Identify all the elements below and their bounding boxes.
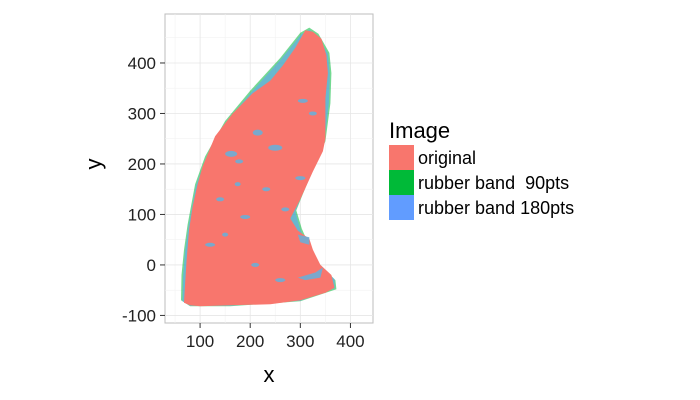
series-layer — [181, 27, 337, 307]
x-tick-label: 400 — [336, 332, 364, 351]
legend-label-rubber-band-180: rubber band 180pts — [418, 198, 574, 218]
y-tick-label: 200 — [128, 155, 156, 174]
legend-key-rubber-band-90 — [389, 170, 414, 195]
x-tick-label: 300 — [286, 332, 314, 351]
x-tick-label: 200 — [236, 332, 264, 351]
legend-label-rubber-band-90: rubber band 90pts — [418, 173, 569, 193]
series-hole — [262, 187, 271, 192]
legend-label-original: original — [418, 148, 476, 168]
legend-title: Image — [389, 118, 450, 143]
legend-key-rubber-band-180 — [389, 195, 414, 220]
legend-key-original — [389, 145, 414, 170]
y-tick-label: 400 — [128, 54, 156, 73]
series-hole — [297, 267, 323, 281]
series-0-polygon — [184, 30, 335, 307]
y-axis-title: y — [81, 159, 106, 170]
tick-layer: 100 200 300 400 -100 0 100 200 300 400 — [122, 54, 365, 351]
legend: Image original rubber band 90pts rubber … — [389, 118, 574, 220]
series-hole — [225, 150, 238, 157]
series-hole — [268, 144, 283, 151]
series-hole — [275, 278, 286, 283]
series-hole — [222, 232, 229, 237]
series-hole — [205, 242, 216, 247]
series-hole — [281, 207, 290, 212]
series-hole — [297, 98, 308, 103]
x-tick-label: 100 — [186, 332, 214, 351]
series-hole — [295, 176, 306, 181]
series-hole — [308, 111, 317, 116]
y-tick-label: 100 — [128, 205, 156, 224]
series-hole — [240, 214, 251, 219]
y-tick-label: -100 — [122, 306, 156, 325]
y-tick-label: 300 — [128, 104, 156, 123]
series-hole — [234, 182, 241, 187]
series-hole — [216, 197, 225, 202]
x-axis-title: x — [264, 362, 275, 387]
series-hole — [297, 234, 310, 245]
series-hole — [235, 159, 244, 164]
series-hole — [251, 262, 260, 267]
y-tick-label: 0 — [147, 256, 156, 275]
series-hole — [252, 129, 263, 136]
